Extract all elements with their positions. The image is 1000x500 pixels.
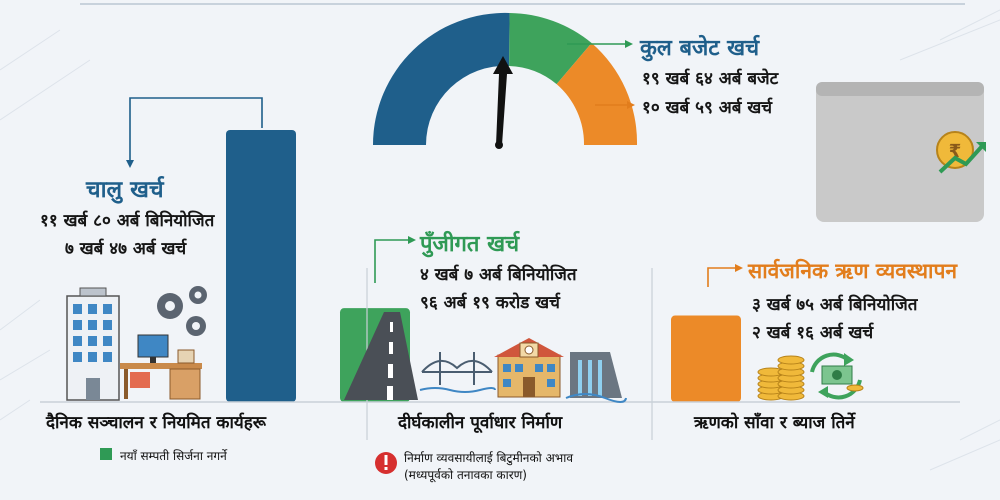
bridge-icon xyxy=(419,352,496,393)
gauge-green-arc xyxy=(509,13,592,85)
legend-square xyxy=(100,448,112,460)
school-building-icon xyxy=(494,338,564,398)
gauge-allocated: १९ खर्ब ६४ अर्ब बजेट xyxy=(642,69,779,89)
wallet-icon: ₹ xyxy=(816,82,986,222)
gauge-callout-lines xyxy=(567,40,633,48)
office-building-icon xyxy=(66,287,120,401)
capital-spent: ९६ अर्ब १९ करोड खर्च xyxy=(420,293,560,313)
coins-icon xyxy=(757,355,805,401)
gauge-needle xyxy=(493,56,513,145)
svg-text:₹: ₹ xyxy=(949,141,962,162)
capital-note-line2: (मध्यपूर्वको तनावका कारण) xyxy=(404,468,527,482)
current-category: दैनिक सञ्चालन र नियमित कार्यहरू xyxy=(46,413,266,433)
gears-icon xyxy=(157,286,207,336)
capital-category: दीर्घकालीन पूर्वाधार निर्माण xyxy=(398,413,563,433)
current-expense-title: चालु खर्च xyxy=(86,177,164,203)
current-spent: ७ खर्ब ४७ अर्ब खर्च xyxy=(65,239,187,259)
bar-current-expense xyxy=(226,130,296,402)
capital-allocated: ४ खर्ब ७ अर्ब बिनियोजित xyxy=(420,265,577,285)
gauge-title: कुल बजेट खर्च xyxy=(640,36,760,61)
debt-category: ऋणको साँवा र ब्याज तिर्ने xyxy=(694,413,855,433)
current-allocated: ११ खर्ब ८० अर्ब बिनियोजित xyxy=(40,211,215,231)
money-cycle-icon xyxy=(810,352,864,400)
warning-icon xyxy=(375,452,397,474)
debt-allocated: ३ खर्ब ७५ अर्ब बिनियोजित xyxy=(752,295,918,315)
gauge-blue-arc xyxy=(372,12,510,146)
debt-expense-title: सार्वजनिक ऋण व्यवस्थापन xyxy=(748,259,958,283)
capital-note-line1: निर्माण व्यवसायीलाई बिटुमीनको अभाव xyxy=(404,451,573,465)
capital-expense-title: पुँजीगत खर्च xyxy=(420,232,520,257)
current-note: नयाँ सम्पती सिर्जना नगर्ने xyxy=(120,449,227,463)
debt-spent: २ खर्ब १६ अर्ब खर्च xyxy=(752,323,874,343)
office-desk-icon xyxy=(120,334,202,400)
hydropower-dam-icon xyxy=(565,352,627,403)
road-icon xyxy=(344,312,418,400)
gauge-spent: १० खर्ब ५९ अर्ब खर्च xyxy=(642,98,773,118)
gauge-orange-arc xyxy=(556,43,638,145)
bar-debt-management xyxy=(671,315,741,402)
